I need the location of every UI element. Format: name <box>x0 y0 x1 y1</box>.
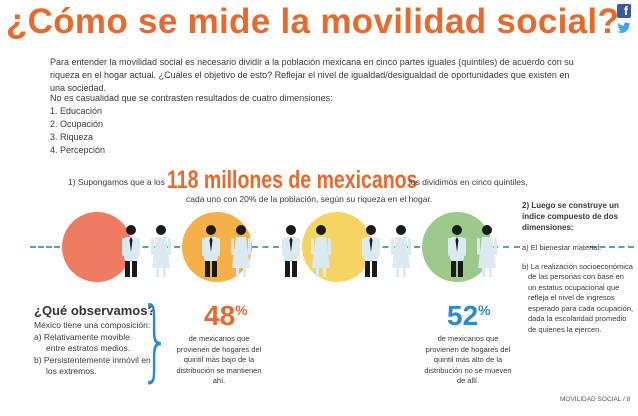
index-item-a: a) El bienestar material. <box>522 243 602 252</box>
observation-line: a) Relativamente movible <box>34 331 130 342</box>
dashed-line <box>492 246 520 248</box>
people-pair-icon <box>282 225 331 277</box>
page-title: ¿Cómo se mide la movilidad social? <box>6 2 620 41</box>
dashed-line <box>590 246 634 248</box>
people-pair-icon <box>202 225 251 277</box>
index-heading: 2) Luego se construye un índice compuest… <box>522 201 619 232</box>
observation-line: b) Persistentemente inmóvil en <box>34 354 151 365</box>
intro-paragraph: Para entender la movilidad social es nec… <box>50 57 574 93</box>
dimension-item: 2. Ocupación <box>50 119 104 129</box>
observations-list: México tiene una composición: a) Relativ… <box>34 320 159 378</box>
observation-line: México tiene una composición: <box>34 320 151 330</box>
dimensions-lead: No es casualidad que se contrasten resul… <box>50 93 333 103</box>
population-headline: 118 millones de mexicanos <box>167 166 418 194</box>
population-line2: cada uno con 20% de la población, según … <box>186 194 433 204</box>
dashed-line <box>30 246 60 248</box>
population-lead: 1) Supongamos que a los <box>68 177 165 187</box>
twitter-icon[interactable] <box>617 22 631 34</box>
index-explanation: 2) Luego se construye un índice compuest… <box>522 200 634 335</box>
observation-line: los extremos. <box>46 366 97 376</box>
population-tail: los dividimos en cinco quintiles, <box>409 177 528 187</box>
index-item-b: b) La realización socioeconómica de las … <box>522 261 634 334</box>
stat-low-percent: 48% <box>204 300 248 331</box>
dashed-line <box>252 246 300 248</box>
page-footer: MOVILIDAD SOCIAL / 8 <box>560 396 631 403</box>
stat-high-percent: 52% <box>447 300 491 331</box>
dimension-item: 1. Educación <box>50 106 103 116</box>
stat-low-description: de mexicanos que provienen de hogares de… <box>176 334 262 385</box>
people-pair-icon <box>362 225 411 277</box>
dimension-item: 4. Percepción <box>50 145 106 155</box>
brace-icon: } <box>140 288 171 391</box>
people-pair-icon <box>448 225 497 277</box>
observation-line: entre estratos medios. <box>46 343 131 353</box>
dimensions-list: No es casualidad que se contrasten resul… <box>50 92 333 157</box>
people-pair-icon <box>122 225 171 277</box>
facebook-icon[interactable]: f <box>617 4 631 18</box>
stat-high-description: de mexicanos que provienen de hogares de… <box>424 334 512 385</box>
dimension-item: 3. Riqueza <box>50 132 94 142</box>
observations-heading: ¿Qué observamos? <box>34 303 156 318</box>
quintile-circle-1 <box>62 212 132 282</box>
